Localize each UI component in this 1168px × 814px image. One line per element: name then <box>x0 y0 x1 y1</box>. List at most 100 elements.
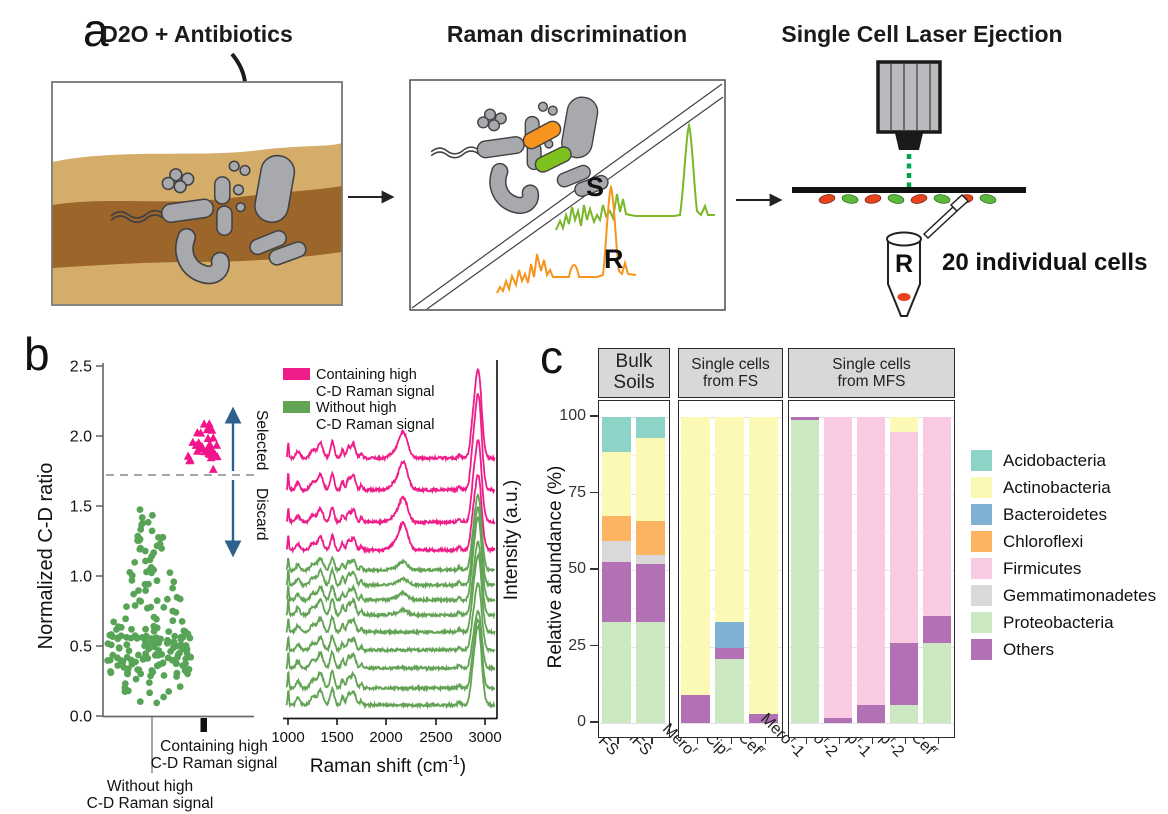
x-tick-mark <box>617 738 619 744</box>
y-tick-label: 0 <box>577 713 586 730</box>
legend-item: Acidobacteria <box>971 447 1156 474</box>
data-point <box>153 615 160 623</box>
laser-ejection-diagram: R 20 individual cells <box>792 60 1147 317</box>
data-point <box>145 679 153 686</box>
bar-segment-others <box>922 615 951 644</box>
bar-segment-proteobacteria <box>922 643 951 723</box>
gridline <box>599 493 669 495</box>
data-point <box>121 684 129 692</box>
legend-swatch-containing <box>283 368 310 380</box>
bar-segment-acidobacteria <box>601 417 631 453</box>
legend-label: Others <box>1003 639 1055 659</box>
x-tick-mark <box>696 738 699 744</box>
data-point <box>137 526 145 533</box>
legend-swatch <box>971 612 992 633</box>
x-tick-mark <box>904 738 907 744</box>
raman-spectrum-line <box>285 493 496 575</box>
y-tick-label: 75 <box>568 483 586 501</box>
data-point <box>144 654 152 662</box>
data-point <box>153 597 161 605</box>
bar-segment-actinobacteria <box>601 452 631 517</box>
group2-label-line2: C-D Raman signal <box>151 755 278 772</box>
data-point <box>185 456 194 465</box>
data-point <box>177 633 185 641</box>
legend-swatch <box>971 477 992 498</box>
gridline <box>599 608 669 610</box>
data-point <box>148 667 156 674</box>
data-point <box>141 547 149 555</box>
gridline <box>599 531 669 533</box>
bar-segment-others <box>856 704 885 723</box>
resistant-spectrum-icon <box>496 184 637 294</box>
bar-segment-gemmatimonadetes <box>601 540 631 563</box>
data-point <box>164 595 171 603</box>
data-point <box>148 527 156 535</box>
raman-spectra-lines <box>285 367 496 710</box>
data-point <box>164 636 171 644</box>
x-tick-mark <box>764 738 767 744</box>
facet-plot-area <box>788 400 955 738</box>
gridline <box>599 684 669 686</box>
data-point <box>183 650 191 657</box>
collection-tube <box>887 240 921 317</box>
bar-segment-others <box>749 713 779 723</box>
facet-title-line: Bulk <box>615 351 653 373</box>
pipette-tip <box>949 193 970 213</box>
bar-segment-actinobacteria <box>749 417 779 714</box>
data-point <box>160 693 168 701</box>
bar-segment-proteobacteria <box>715 658 745 723</box>
x-tick-mark <box>730 738 733 744</box>
data-point <box>153 577 161 585</box>
legend-label: Gemmatimonadetes <box>1003 585 1157 605</box>
data-point <box>150 628 158 635</box>
pipette-icon <box>922 205 959 240</box>
panel-b-cd-ratio-and-spectra: b 0.0 0.5 1.0 1.5 2.0 2.5 Normalized C-D… <box>24 330 522 812</box>
data-point <box>123 633 130 641</box>
y-tick-labels: 0.0 0.5 1.0 1.5 2.0 2.5 <box>70 359 92 726</box>
resistant-cell-orange <box>522 120 562 150</box>
legend-label: Actinobacteria <box>1003 477 1111 497</box>
panel-a-letter: a <box>83 4 109 56</box>
legend-containing-line2: C-D Raman signal <box>316 384 434 400</box>
legend-label: Chloroflexi <box>1003 531 1084 551</box>
data-point <box>136 506 144 513</box>
data-point <box>145 580 152 588</box>
bar-segment-actinobacteria <box>889 417 918 433</box>
data-point <box>210 449 220 458</box>
stacked-bar <box>823 417 852 723</box>
stacked-bar <box>889 417 918 723</box>
cells-caption: 20 individual cells <box>942 249 1147 276</box>
y-tick-mark <box>590 568 598 570</box>
data-point <box>159 659 167 667</box>
data-point <box>128 625 135 633</box>
group2-tick <box>200 718 207 732</box>
svg-text:0.0: 0.0 <box>70 709 92 726</box>
data-point <box>182 655 190 663</box>
stacked-bar <box>681 417 711 723</box>
spectra-x-axis-title: Raman shift (cm-1) <box>310 752 466 777</box>
data-point <box>169 617 177 625</box>
bar-segment-proteobacteria <box>601 621 631 723</box>
y-tick-mark <box>590 721 598 723</box>
bar-segment-chloroflexi <box>635 521 665 555</box>
legend-label: Acidobacteria <box>1003 450 1107 470</box>
gridline <box>789 723 954 724</box>
data-point <box>126 569 134 576</box>
data-point <box>181 667 189 674</box>
bar-segment-others <box>601 562 631 622</box>
data-point <box>147 564 155 571</box>
data-point <box>178 618 186 625</box>
stacked-bar <box>715 417 745 723</box>
data-point <box>153 650 161 658</box>
facet-header: Bulk Soils <box>598 348 670 398</box>
legend-without-line2: C-D Raman signal <box>316 417 434 433</box>
data-point <box>137 598 145 605</box>
data-point <box>212 440 222 449</box>
data-point <box>149 511 156 519</box>
legend-swatch <box>971 585 992 606</box>
data-point <box>153 662 161 670</box>
stacked-bar <box>601 417 631 723</box>
x-tick-mark <box>805 738 808 744</box>
y-tick-marks <box>96 365 103 717</box>
data-point <box>193 446 202 455</box>
